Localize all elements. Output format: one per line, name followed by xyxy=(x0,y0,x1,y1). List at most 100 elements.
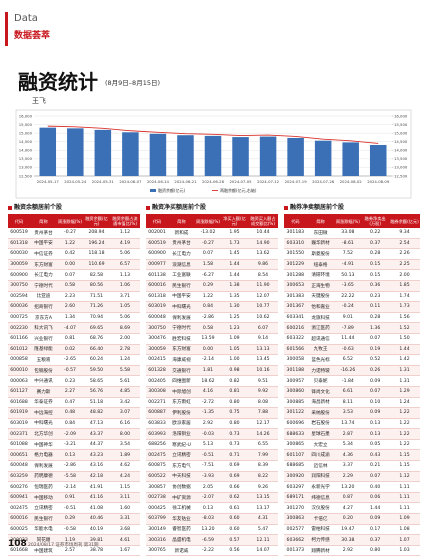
table-cell: 保利发展 xyxy=(30,460,57,472)
table-cell: 1.73 xyxy=(389,301,420,313)
table-cell: 14.07 xyxy=(248,545,278,556)
table-cell: 208.94 xyxy=(83,228,110,239)
table-cell: 000063 xyxy=(8,375,30,387)
table-cell: 1.29 xyxy=(389,386,420,398)
table-cell: 同花顺 xyxy=(30,534,57,546)
table-cell: 4.62 xyxy=(110,460,140,472)
table-row: 300058 蓝色光标 6.52 0.52 1.42 xyxy=(284,354,420,366)
table-cell: 宁德时代 xyxy=(168,322,195,334)
table-cell: 300957 xyxy=(284,375,307,387)
table-cell: 贵州茅台 xyxy=(168,238,195,250)
table-cell: 贵州茅台 xyxy=(30,228,57,239)
table-cell: 82.58 xyxy=(83,269,110,281)
table-cell: 12.07 xyxy=(248,291,278,303)
table-cell: 4.24 xyxy=(110,471,140,483)
table-cell: 1.15 xyxy=(110,481,140,493)
table-cell: 300920 xyxy=(284,471,307,483)
bar xyxy=(287,137,304,176)
table-cell: 伊利股份 xyxy=(168,407,195,419)
table-cell: 603799 xyxy=(146,513,168,525)
chart: 12,500 13,000 13,500 14,000 14,500 15,000 15,5… xyxy=(15,109,412,199)
table-cell: 4.61 xyxy=(110,534,140,546)
table-cell: 科大讯飞 xyxy=(30,322,57,334)
table-cell: 欧派家居 xyxy=(168,418,195,430)
table-cell: 1.35 xyxy=(221,291,248,303)
table-cell: 002371 xyxy=(8,428,30,440)
table-cell: 1.95 xyxy=(221,228,248,239)
y2-tick-label: 14,000 xyxy=(394,148,408,153)
table-cell: 601107 xyxy=(284,449,307,462)
table-cell: 斯菱股份 xyxy=(306,248,335,260)
table-cell: 0.56 xyxy=(221,545,248,556)
table-row: 000977 浪潮信息 1.58 1.44 9.86 xyxy=(146,259,278,271)
table-cell: 43.23 xyxy=(83,449,110,462)
table-cell: 301383 xyxy=(284,291,307,303)
table-cell: 600216 xyxy=(284,322,307,334)
table-cell: 中国神华 xyxy=(30,439,57,451)
table-cell: 13.20 xyxy=(195,524,221,536)
table-cell: 13.20 xyxy=(334,481,362,493)
table-cell: 60.24 xyxy=(83,354,110,366)
table-cell: 0.40 xyxy=(361,481,390,493)
table-cell: 长江电力 xyxy=(30,269,57,281)
table-cell: 13.13 xyxy=(248,344,278,356)
table-cell: 14.26 xyxy=(248,428,278,440)
table-cell: -0.03 xyxy=(195,428,221,440)
table-row: 300059 东方财富 0.00 110.69 6.57 xyxy=(8,259,140,271)
chart-frame xyxy=(15,109,412,199)
table-row: 301188 力诺特玻 -16.26 0.26 1.31 xyxy=(284,365,420,377)
table-row: 603322 超讯通信 11.44 0.07 1.50 xyxy=(284,333,420,345)
table-row: 603019 中科曙光 0.84 1.30 10.77 xyxy=(146,301,278,313)
table-cell: 688685 xyxy=(284,460,307,472)
table-cell: 迈信林 xyxy=(306,460,335,472)
table-row: 300863 卡倍亿 0.20 0.09 1.09 xyxy=(284,513,420,525)
table-cell: 洛阳钼业 xyxy=(168,428,195,440)
table-cell: 0.28 xyxy=(361,248,390,260)
table-cell: 蓝色光标 xyxy=(306,354,335,366)
table-cell: 星球石墨 xyxy=(306,428,335,440)
table-cell: 4.16 xyxy=(195,386,221,398)
table-cell: 交通银行 xyxy=(168,365,195,377)
table-cell: 0.71 xyxy=(221,449,248,462)
table-cell: 1.58 xyxy=(195,259,221,271)
table-cell: 0.73 xyxy=(221,439,248,451)
column-header: 代码 xyxy=(284,214,307,228)
table-cell: 41.08 xyxy=(83,502,110,515)
table-cell: 1.42 xyxy=(389,354,420,366)
table-cell: 30.38 xyxy=(334,534,362,546)
table-cell: 2.92 xyxy=(334,545,362,556)
table-cell: 300149 xyxy=(146,524,168,536)
table-cell: 300863 xyxy=(284,513,307,525)
table-cell: 0.21 xyxy=(361,460,390,472)
data-table: 代码 简称 周涨跌幅(%) 净买入额(亿元) 融资买入额占成交额比(%) 002001 新和… xyxy=(146,214,278,556)
table-cell: 47.13 xyxy=(83,418,110,430)
table-cell: -2.65 xyxy=(57,354,83,366)
table-cell: 中信证券 xyxy=(30,248,57,260)
table-cell: 1.11 xyxy=(389,502,420,515)
table-cell: 300750 xyxy=(146,322,168,334)
table-cell: 0.82 xyxy=(221,375,248,387)
table-cell: 2.26 xyxy=(389,248,420,260)
table-cell: 3.11 xyxy=(110,492,140,504)
table-row: 689171 纬德信息 0.87 0.06 1.11 xyxy=(284,492,420,504)
table-cell: 600519 xyxy=(146,238,168,250)
table-cell: 0.07 xyxy=(195,248,221,260)
table-cell: -7.89 xyxy=(334,322,362,334)
table-cell: 0.60 xyxy=(221,513,248,525)
column-header: 融券净卖出(万股) xyxy=(361,214,390,228)
table-row: 300750 宁德时代 0.58 80.56 1.06 xyxy=(8,280,140,292)
table-cell: 华泰证券 xyxy=(30,397,57,409)
table-cell: 0.62 xyxy=(221,492,248,504)
table-cell: 3.68 xyxy=(110,524,140,536)
x-tick-label: 2024-07-19 xyxy=(285,179,308,184)
table-cell: 新和成 xyxy=(168,228,195,239)
table-row: 601088 中国神华 -3.21 44.37 3.54 xyxy=(8,439,140,451)
data-table: 代码 简称 周涨跌幅(%) 融券净卖出(万股) 融券余额(亿元) 301183 东田微 33.… xyxy=(284,214,420,556)
table-cell: 66.40 xyxy=(83,344,110,356)
table-cell: 1.31 xyxy=(389,375,420,387)
column-header: 简称 xyxy=(30,214,57,228)
table-cell: 柯力传感 xyxy=(306,534,335,546)
table-cell: 300308 xyxy=(146,386,168,398)
table-cell: 0.42 xyxy=(57,248,83,260)
table-row: 002405 四维图新 18.62 0.82 9.51 xyxy=(146,375,278,387)
